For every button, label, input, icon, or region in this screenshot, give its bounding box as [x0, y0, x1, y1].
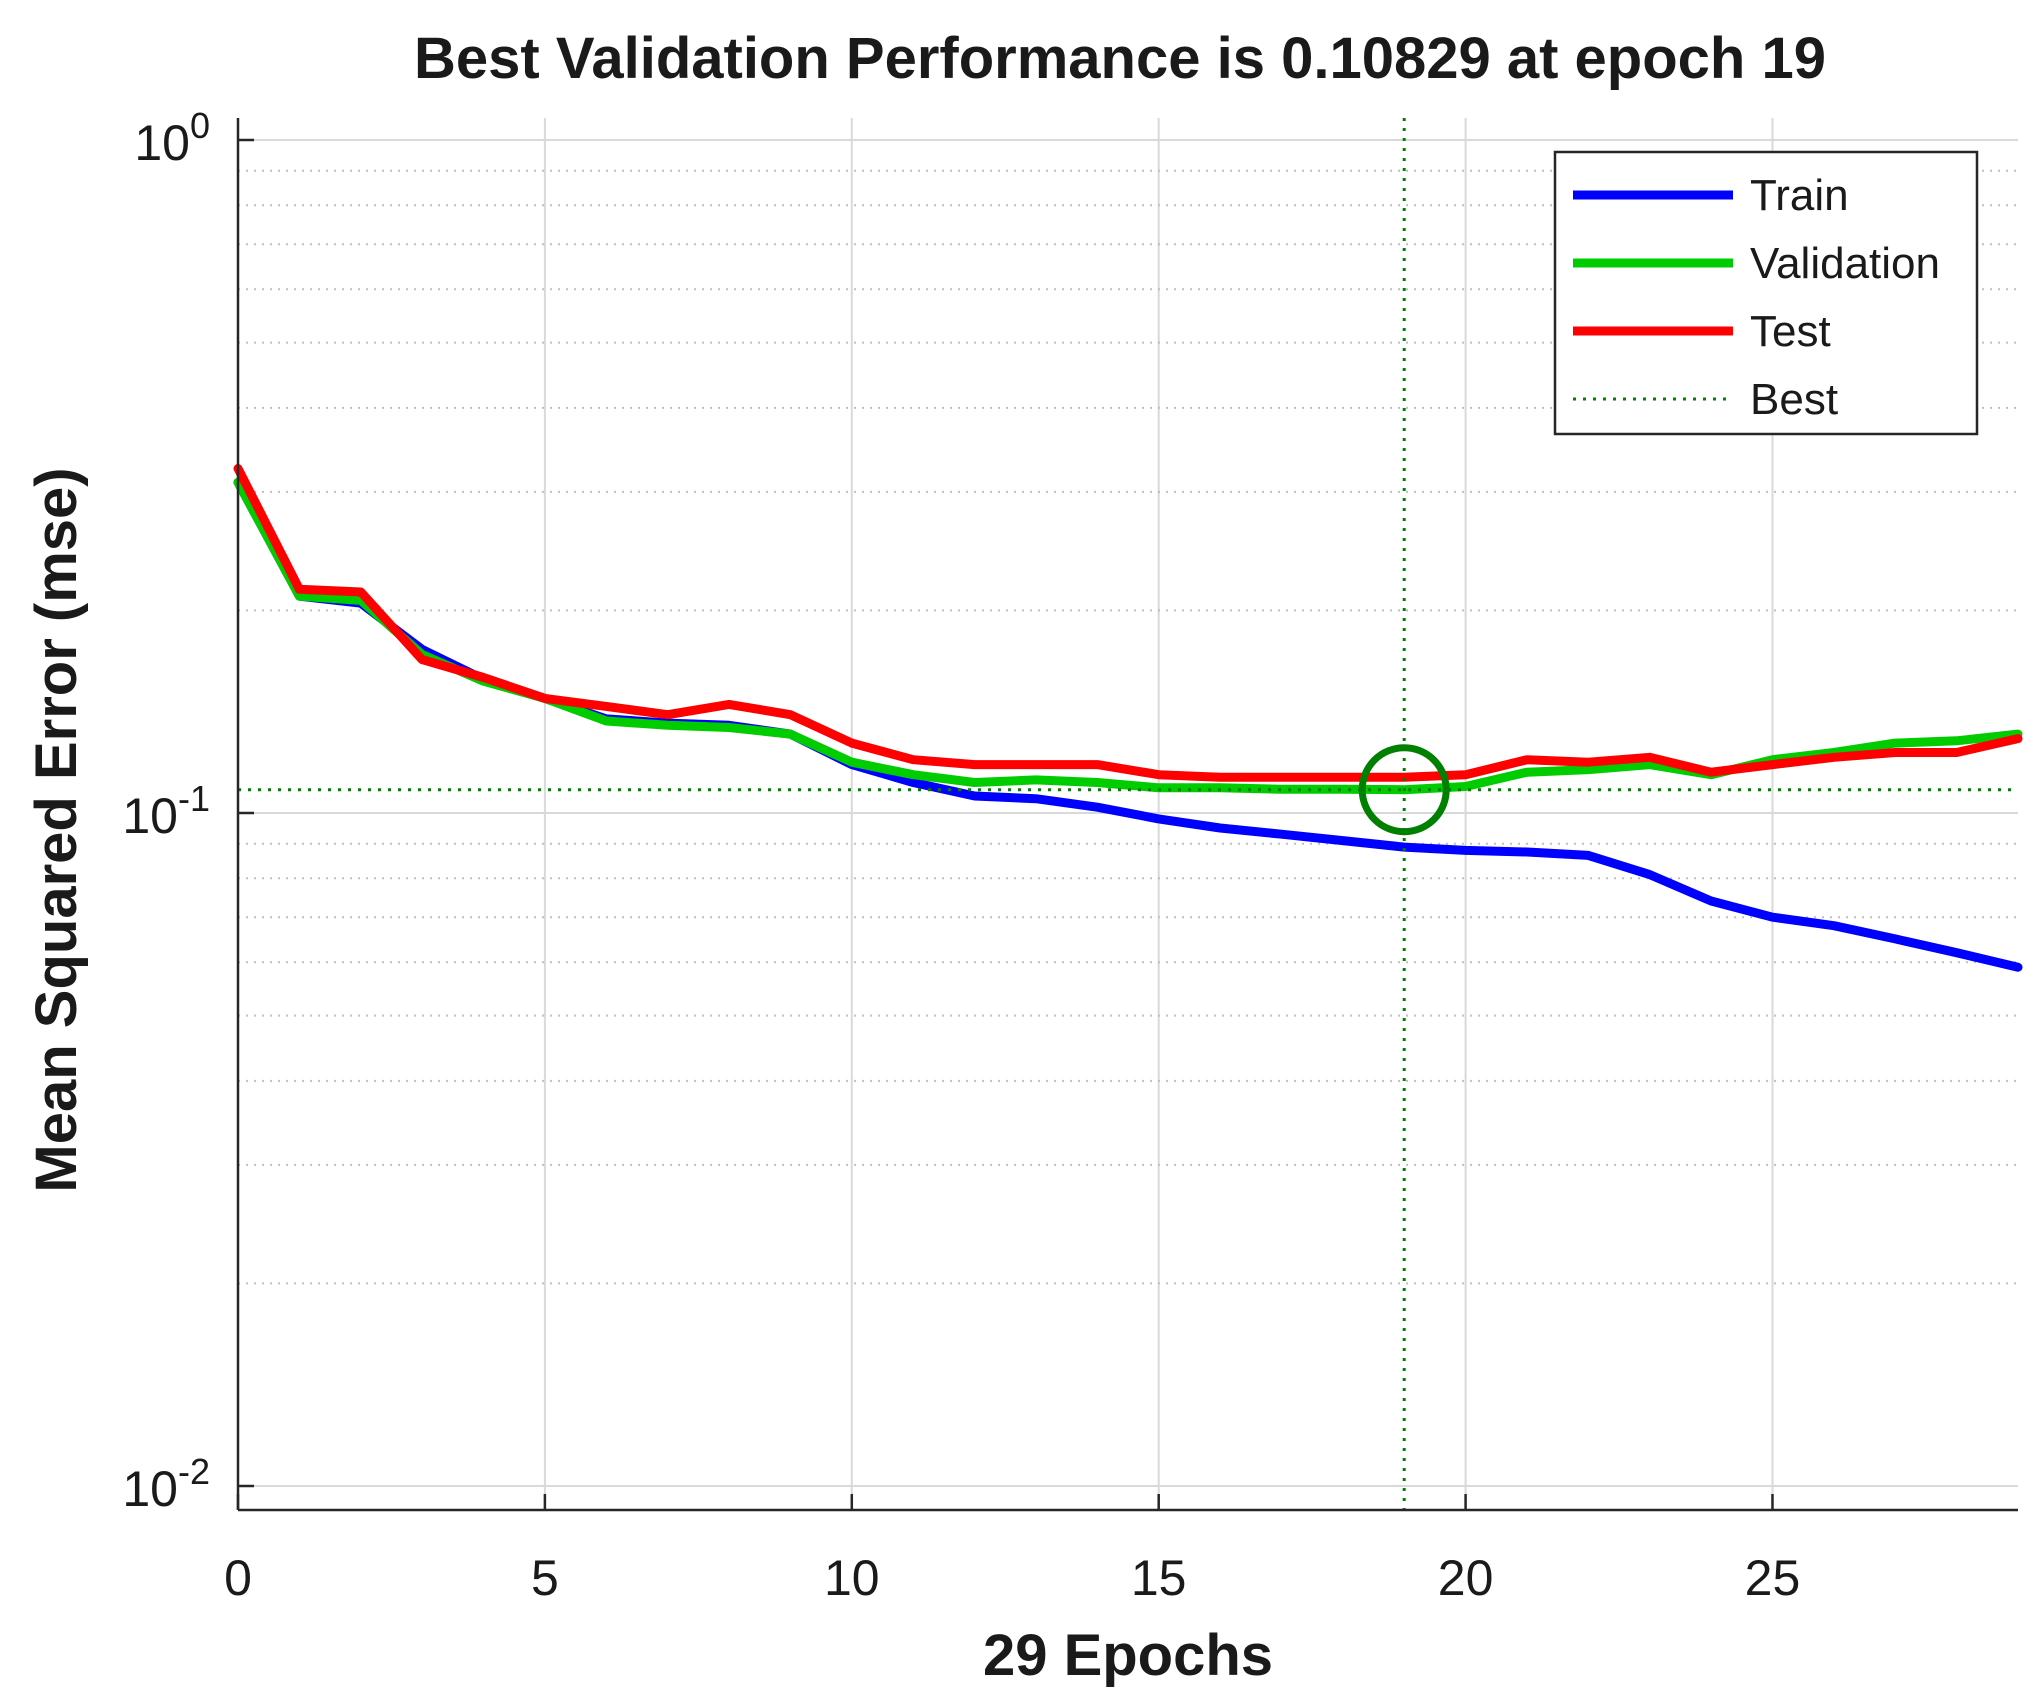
series-line-test	[233, 464, 2023, 782]
legend-label-test: Test	[1750, 307, 1831, 356]
x-tick-label-1: 5	[531, 1550, 559, 1606]
legend-items: Train Validation Test Best	[1573, 171, 1940, 424]
y-axis-label: Mean Squared Error (mse)	[24, 467, 89, 1192]
best-marker-layer	[238, 118, 2018, 1510]
x-tick-label-3: 15	[1131, 1550, 1187, 1606]
x-axis-label: 29 Epochs	[983, 1623, 1273, 1688]
chart-title: Best Validation Performance is 0.10829 a…	[414, 26, 1826, 91]
y-tick-label-0: 100	[134, 105, 210, 171]
legend-label-train: Train	[1750, 171, 1849, 220]
best-marker-circle	[1358, 744, 1450, 836]
x-tick-label-2: 10	[824, 1550, 880, 1606]
y-tick-label-1: 10-1	[122, 778, 210, 844]
y-axis-ticks: 100 10-1 10-2	[122, 105, 254, 1517]
series-lines	[233, 464, 2023, 972]
y-tick-label-2: 10-2	[122, 1451, 210, 1517]
legend-label-best: Best	[1750, 375, 1838, 424]
x-tick-label-5: 25	[1745, 1550, 1801, 1606]
x-tick-label-0: 0	[224, 1550, 252, 1606]
legend: Train Validation Test Best	[1553, 150, 1979, 436]
legend-label-validation: Validation	[1750, 239, 1940, 288]
x-axis-ticks: 0 5 10 15 20 25	[224, 1494, 1800, 1606]
x-tick-label-4: 20	[1438, 1550, 1494, 1606]
